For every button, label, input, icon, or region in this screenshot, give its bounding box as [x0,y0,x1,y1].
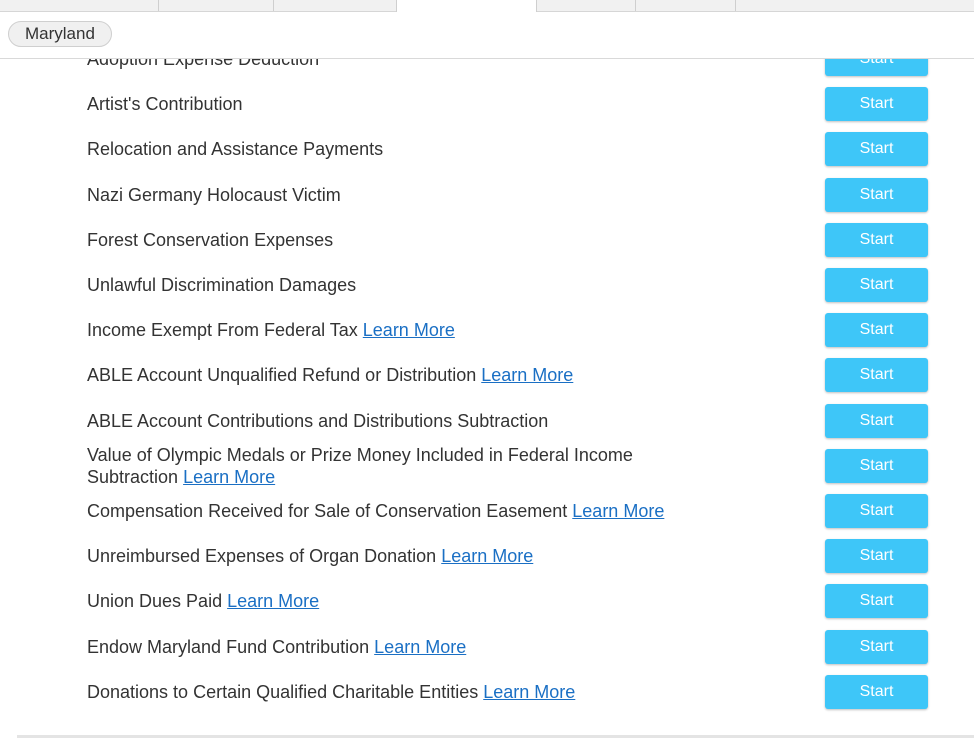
row: Endow Maryland Fund Contribution Learn M… [0,625,974,669]
divider [17,735,974,738]
tab-separator [635,0,636,11]
row-label: Donations to Certain Qualified Charitabl… [87,681,687,703]
start-button[interactable]: Start [825,494,928,528]
label-text: Union Dues Paid [87,591,223,612]
row: Unreimbursed Expenses of Organ Donation … [0,534,974,578]
row: Nazi Germany Holocaust Victim Start [0,173,974,217]
state-pill[interactable]: Maryland [8,21,112,47]
label-text: Endow Maryland Fund Contribution [87,636,370,657]
row: Income Exempt From Federal Tax Learn Mor… [0,308,974,352]
tab-strip [0,0,974,12]
row-label: Income Exempt From Federal Tax Learn Mor… [87,319,687,341]
row-label: Endow Maryland Fund Contribution Learn M… [87,636,687,658]
learn-more-link[interactable]: Learn More [481,365,574,386]
label-text: Relocation and Assistance Payments [87,139,384,160]
row-label: Value of Olympic Medals or Prize Money I… [87,444,687,488]
start-button[interactable]: Start [825,222,928,257]
start-button[interactable]: Start [825,629,928,664]
row-label: Unreimbursed Expenses of Organ Donation … [87,545,687,567]
row-label: Union Dues Paid Learn More [87,590,687,612]
row-label: Unlawful Discrimination Damages [87,274,687,296]
start-button[interactable]: Start [825,313,928,348]
label-text: Donations to Certain Qualified Charitabl… [87,681,479,702]
row-label: Nazi Germany Holocaust Victim [87,184,687,206]
active-tab[interactable] [396,0,537,12]
row: Compensation Received for Sale of Conser… [0,489,974,533]
row-label: Relocation and Assistance Payments [87,138,687,160]
label-text: Forest Conservation Expenses [87,229,334,250]
row-label: ABLE Account Contributions and Distribut… [87,410,687,432]
row: ABLE Account Contributions and Distribut… [0,399,974,443]
row: Donations to Certain Qualified Charitabl… [0,670,974,714]
row: Relocation and Assistance Payments Start [0,127,974,171]
row-label: Adoption Expense Deduction [87,59,687,70]
learn-more-link[interactable]: Learn More [374,636,467,657]
learn-more-link[interactable]: Learn More [441,546,534,567]
tab-separator [273,0,274,11]
tab-separator [158,0,159,11]
tab-separator [735,0,736,11]
learn-more-link[interactable]: Learn More [572,501,665,521]
row: Artist's Contribution Start [0,82,974,126]
start-button[interactable]: Start [825,674,928,709]
row: Value of Olympic Medals or Prize Money I… [0,444,974,488]
label-text: Nazi Germany Holocaust Victim [87,184,341,205]
row: Forest Conservation Expenses Start [0,218,974,262]
row: ABLE Account Unqualified Refund or Distr… [0,353,974,397]
learn-more-link[interactable]: Learn More [227,591,320,612]
start-button[interactable]: Start [825,403,928,438]
learn-more-link[interactable]: Learn More [183,466,276,487]
row: Union Dues Paid Learn More Start [0,579,974,623]
start-button[interactable]: Start [825,268,928,302]
learn-more-link[interactable]: Learn More [362,320,455,341]
label-text: Unreimbursed Expenses of Organ Donation [87,546,437,567]
start-button[interactable]: Start [825,358,928,393]
start-button[interactable]: Start [825,448,928,483]
label-text: Compensation Received for Sale of Conser… [87,501,568,521]
row-label: ABLE Account Unqualified Refund or Distr… [87,364,687,386]
start-button[interactable]: Start [825,539,928,574]
row-label: Compensation Received for Sale of Conser… [87,500,687,522]
label-text: Income Exempt From Federal Tax [87,320,358,341]
row: Unlawful Discrimination Damages Start [0,263,974,307]
label-text: Value of Olympic Medals or Prize Money I… [87,444,633,487]
start-button[interactable]: Start [825,177,928,212]
learn-more-link[interactable]: Learn More [483,681,576,702]
row-label: Forest Conservation Expenses [87,229,687,251]
label-text: Unlawful Discrimination Damages [87,275,357,295]
label-text: Adoption Expense Deduction [87,59,320,69]
deduction-list: Adoption Expense DeductionStartArtist's … [0,59,974,729]
row: Adoption Expense Deduction Start [0,59,974,81]
start-button[interactable]: Start [825,132,928,167]
start-button[interactable]: Start [825,87,928,122]
row-label: Artist's Contribution [87,93,687,115]
start-button[interactable]: Start [825,59,928,76]
header: Maryland [0,12,974,59]
label-text: ABLE Account Contributions and Distribut… [87,410,549,431]
start-button[interactable]: Start [825,584,928,619]
label-text: Artist's Contribution [87,94,243,115]
label-text: ABLE Account Unqualified Refund or Distr… [87,365,477,386]
